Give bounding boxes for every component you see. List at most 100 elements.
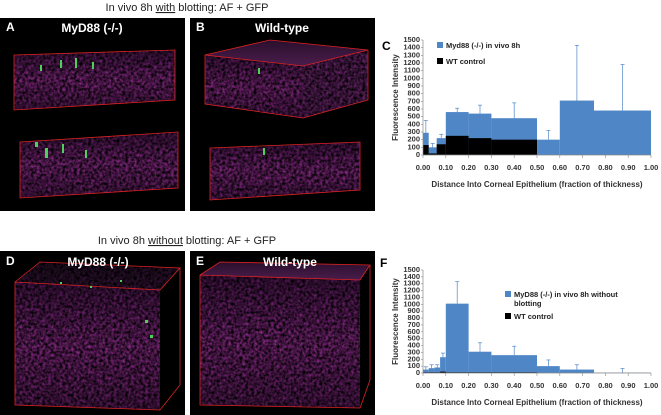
- error-bar: [440, 352, 445, 358]
- panel-letter: D: [6, 254, 15, 268]
- y-tick-label: 700: [407, 96, 420, 105]
- image-panel: B Wild-type: [190, 18, 375, 211]
- error-bar: [478, 342, 482, 352]
- error-bar: [512, 102, 517, 119]
- bar: [428, 153, 437, 155]
- y-tick-label: 600: [407, 104, 420, 113]
- legend-label-box: MyD88 (-/-) in vivo 8h without blotting: [514, 290, 618, 308]
- y-tick-label: 1200: [403, 286, 420, 295]
- error-bar: [546, 130, 551, 140]
- x-tick-label: 0.00: [416, 163, 431, 172]
- image-panel: E Wild-type: [190, 251, 375, 415]
- heading: In vivo 8h with blotting: AF + GFP: [106, 2, 269, 14]
- legend-label-box: WT control: [446, 56, 486, 66]
- x-tick-label: 0.70: [575, 381, 590, 390]
- bar: [440, 371, 446, 373]
- bar: [559, 369, 594, 373]
- y-tick-label: 500: [407, 112, 420, 121]
- image-title: Wild-type: [255, 21, 309, 35]
- chart: 0100200300400500600700800900100011001200…: [391, 265, 658, 407]
- y-tick-label: 1200: [403, 58, 420, 67]
- panel-letter: C: [382, 39, 391, 53]
- y-tick-label: 300: [407, 347, 420, 356]
- bar: [428, 147, 437, 155]
- bar: [445, 303, 469, 373]
- bar: [559, 100, 594, 155]
- y-tick-label: 500: [407, 334, 420, 343]
- x-tick-label: 0.50: [530, 163, 545, 172]
- error-bar: [620, 368, 625, 373]
- x-tick-label: 0.20: [461, 381, 476, 390]
- y-tick-label: 900: [407, 81, 420, 90]
- y-axis-title: Fluorescence Intensity: [391, 54, 400, 141]
- x-tick-label: 0.60: [552, 381, 567, 390]
- x-tick-label: 0.40: [507, 163, 522, 172]
- y-tick-label: 1100: [404, 292, 420, 301]
- bar: [537, 366, 560, 373]
- error-bar: [430, 143, 435, 148]
- chart: 0100200300400500600700800900100011001200…: [391, 35, 658, 189]
- y-tick-label: 900: [407, 306, 420, 315]
- legend-label: WT control: [446, 56, 486, 66]
- legend-label-box: Myd88 (-/-) in vivo 8h: [446, 41, 520, 50]
- bar: [537, 139, 560, 155]
- x-tick-label: 0.10: [438, 163, 453, 172]
- error-bar: [546, 359, 551, 367]
- y-tick-label: 400: [407, 341, 420, 350]
- error-bar: [439, 133, 444, 139]
- y-tick-label: 1100: [404, 66, 420, 75]
- x-tick-label: 0.70: [575, 163, 590, 172]
- x-axis-title: Distance Into Corneal Epithelium (fracti…: [431, 398, 642, 407]
- legend-label-box: WT control: [514, 312, 553, 321]
- x-tick-label: 0.20: [461, 163, 476, 172]
- x-tick-label: 0.50: [530, 381, 545, 390]
- y-tick-label: 200: [407, 354, 420, 363]
- y-tick-label: 800: [407, 313, 420, 322]
- y-tick-label: 700: [407, 320, 420, 329]
- y-tick-label: 1500: [403, 35, 420, 44]
- y-tick-label: 800: [407, 89, 420, 98]
- y-tick-label: 1000: [403, 73, 420, 82]
- y-tick-label: 1000: [403, 299, 420, 308]
- image-panel: D MyD88 (-/-): [0, 251, 185, 415]
- panel-letter: E: [196, 254, 204, 268]
- x-tick-label: 0.80: [598, 163, 613, 172]
- error-bar: [455, 107, 460, 113]
- y-tick-label: 0: [416, 150, 420, 159]
- bar: [440, 357, 446, 373]
- x-tick-label: 0.00: [416, 381, 431, 390]
- x-tick-label: 1.00: [644, 381, 659, 390]
- panel-letter: B: [196, 20, 205, 34]
- legend-swatch: [505, 313, 511, 319]
- y-axis-title: Fluorescence Intensity: [391, 278, 400, 365]
- bar: [423, 369, 429, 373]
- bar: [436, 144, 446, 155]
- error-bar: [423, 366, 428, 370]
- image-title: Wild-type: [263, 255, 317, 269]
- x-tick-label: 1.00: [644, 163, 659, 172]
- bar: [445, 135, 469, 155]
- error-bar: [423, 120, 428, 133]
- heading: In vivo 8h without blotting: AF + GFP: [98, 235, 276, 247]
- y-tick-label: 1400: [403, 272, 420, 281]
- bar: [428, 368, 435, 373]
- y-tick-label: 0: [416, 368, 420, 377]
- bar: [491, 139, 537, 155]
- error-bar: [574, 45, 579, 101]
- bar: [468, 351, 492, 373]
- bar: [468, 138, 492, 155]
- heading-emphasis: without: [147, 235, 183, 247]
- bar: [491, 355, 537, 373]
- y-tick-label: 1300: [403, 50, 420, 59]
- x-tick-label: 0.80: [598, 381, 613, 390]
- x-tick-label: 0.10: [438, 381, 453, 390]
- heading-emphasis: with: [155, 2, 176, 14]
- heading-part: blotting: AF + GFP: [183, 235, 276, 247]
- legend-swatch: [437, 58, 443, 64]
- x-tick-label: 0.60: [552, 163, 567, 172]
- panel-letter: A: [6, 20, 15, 34]
- x-tick-label: 0.30: [484, 163, 499, 172]
- error-bar: [574, 364, 579, 370]
